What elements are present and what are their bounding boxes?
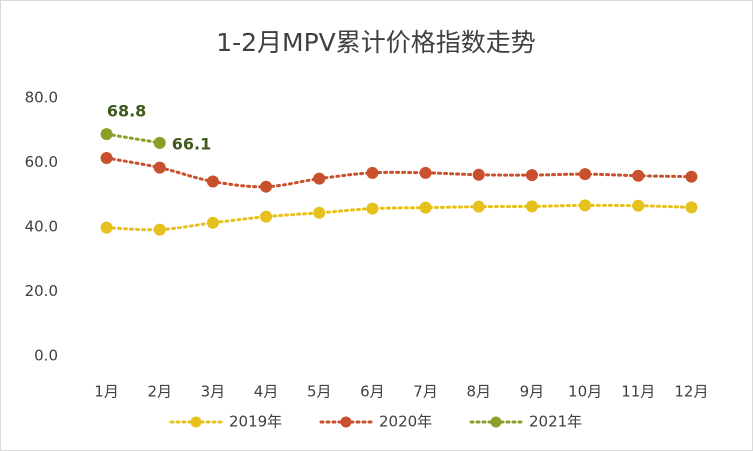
data-point bbox=[419, 166, 432, 179]
data-point bbox=[366, 202, 379, 215]
y-tick-label: 40.0 bbox=[25, 218, 58, 236]
x-tick-label: 3月 bbox=[201, 383, 226, 401]
x-tick-label: 6月 bbox=[360, 383, 385, 401]
data-point bbox=[260, 180, 273, 193]
y-tick-label: 80.0 bbox=[25, 89, 58, 107]
data-point bbox=[100, 128, 113, 141]
data-point bbox=[632, 199, 645, 212]
data-point bbox=[260, 210, 273, 223]
legend-marker bbox=[490, 416, 502, 428]
legend-marker bbox=[340, 416, 352, 428]
data-point bbox=[685, 170, 698, 183]
data-point bbox=[685, 201, 698, 214]
x-tick-label: 5月 bbox=[307, 383, 332, 401]
data-point bbox=[472, 168, 485, 181]
x-tick-label: 12月 bbox=[674, 383, 708, 401]
data-point bbox=[100, 221, 113, 234]
x-tick-label: 4月 bbox=[254, 383, 279, 401]
legend-label: 2020年 bbox=[379, 413, 432, 431]
x-tick-label: 8月 bbox=[466, 383, 491, 401]
data-point bbox=[632, 169, 645, 182]
y-tick-label: 60.0 bbox=[25, 153, 58, 171]
y-tick-label: 20.0 bbox=[25, 282, 58, 300]
data-point bbox=[313, 172, 326, 185]
data-point bbox=[579, 199, 592, 212]
x-tick-label: 1月 bbox=[94, 383, 119, 401]
data-point bbox=[419, 201, 432, 214]
data-point bbox=[579, 168, 592, 181]
x-tick-label: 10月 bbox=[568, 383, 602, 401]
data-point bbox=[525, 169, 538, 182]
legend-label: 2019年 bbox=[229, 413, 282, 431]
x-tick-label: 11月 bbox=[621, 383, 655, 401]
data-point bbox=[472, 200, 485, 213]
chart-title: 1-2月MPV累计价格指数走势 bbox=[216, 28, 536, 57]
legend-label: 2021年 bbox=[529, 413, 582, 431]
data-point bbox=[153, 136, 166, 149]
data-point bbox=[313, 206, 326, 219]
data-label: 68.8 bbox=[107, 102, 146, 121]
legend-marker bbox=[190, 416, 202, 428]
x-tick-label: 2月 bbox=[147, 383, 172, 401]
data-point bbox=[525, 200, 538, 213]
y-tick-label: 0.0 bbox=[34, 347, 58, 365]
data-label: 66.1 bbox=[172, 134, 211, 153]
data-point bbox=[206, 175, 219, 188]
x-tick-label: 7月 bbox=[413, 383, 438, 401]
x-tick-label: 9月 bbox=[520, 383, 545, 401]
data-point bbox=[153, 161, 166, 174]
data-point bbox=[366, 166, 379, 179]
data-point bbox=[206, 216, 219, 229]
data-point bbox=[153, 223, 166, 236]
data-point bbox=[100, 151, 113, 164]
